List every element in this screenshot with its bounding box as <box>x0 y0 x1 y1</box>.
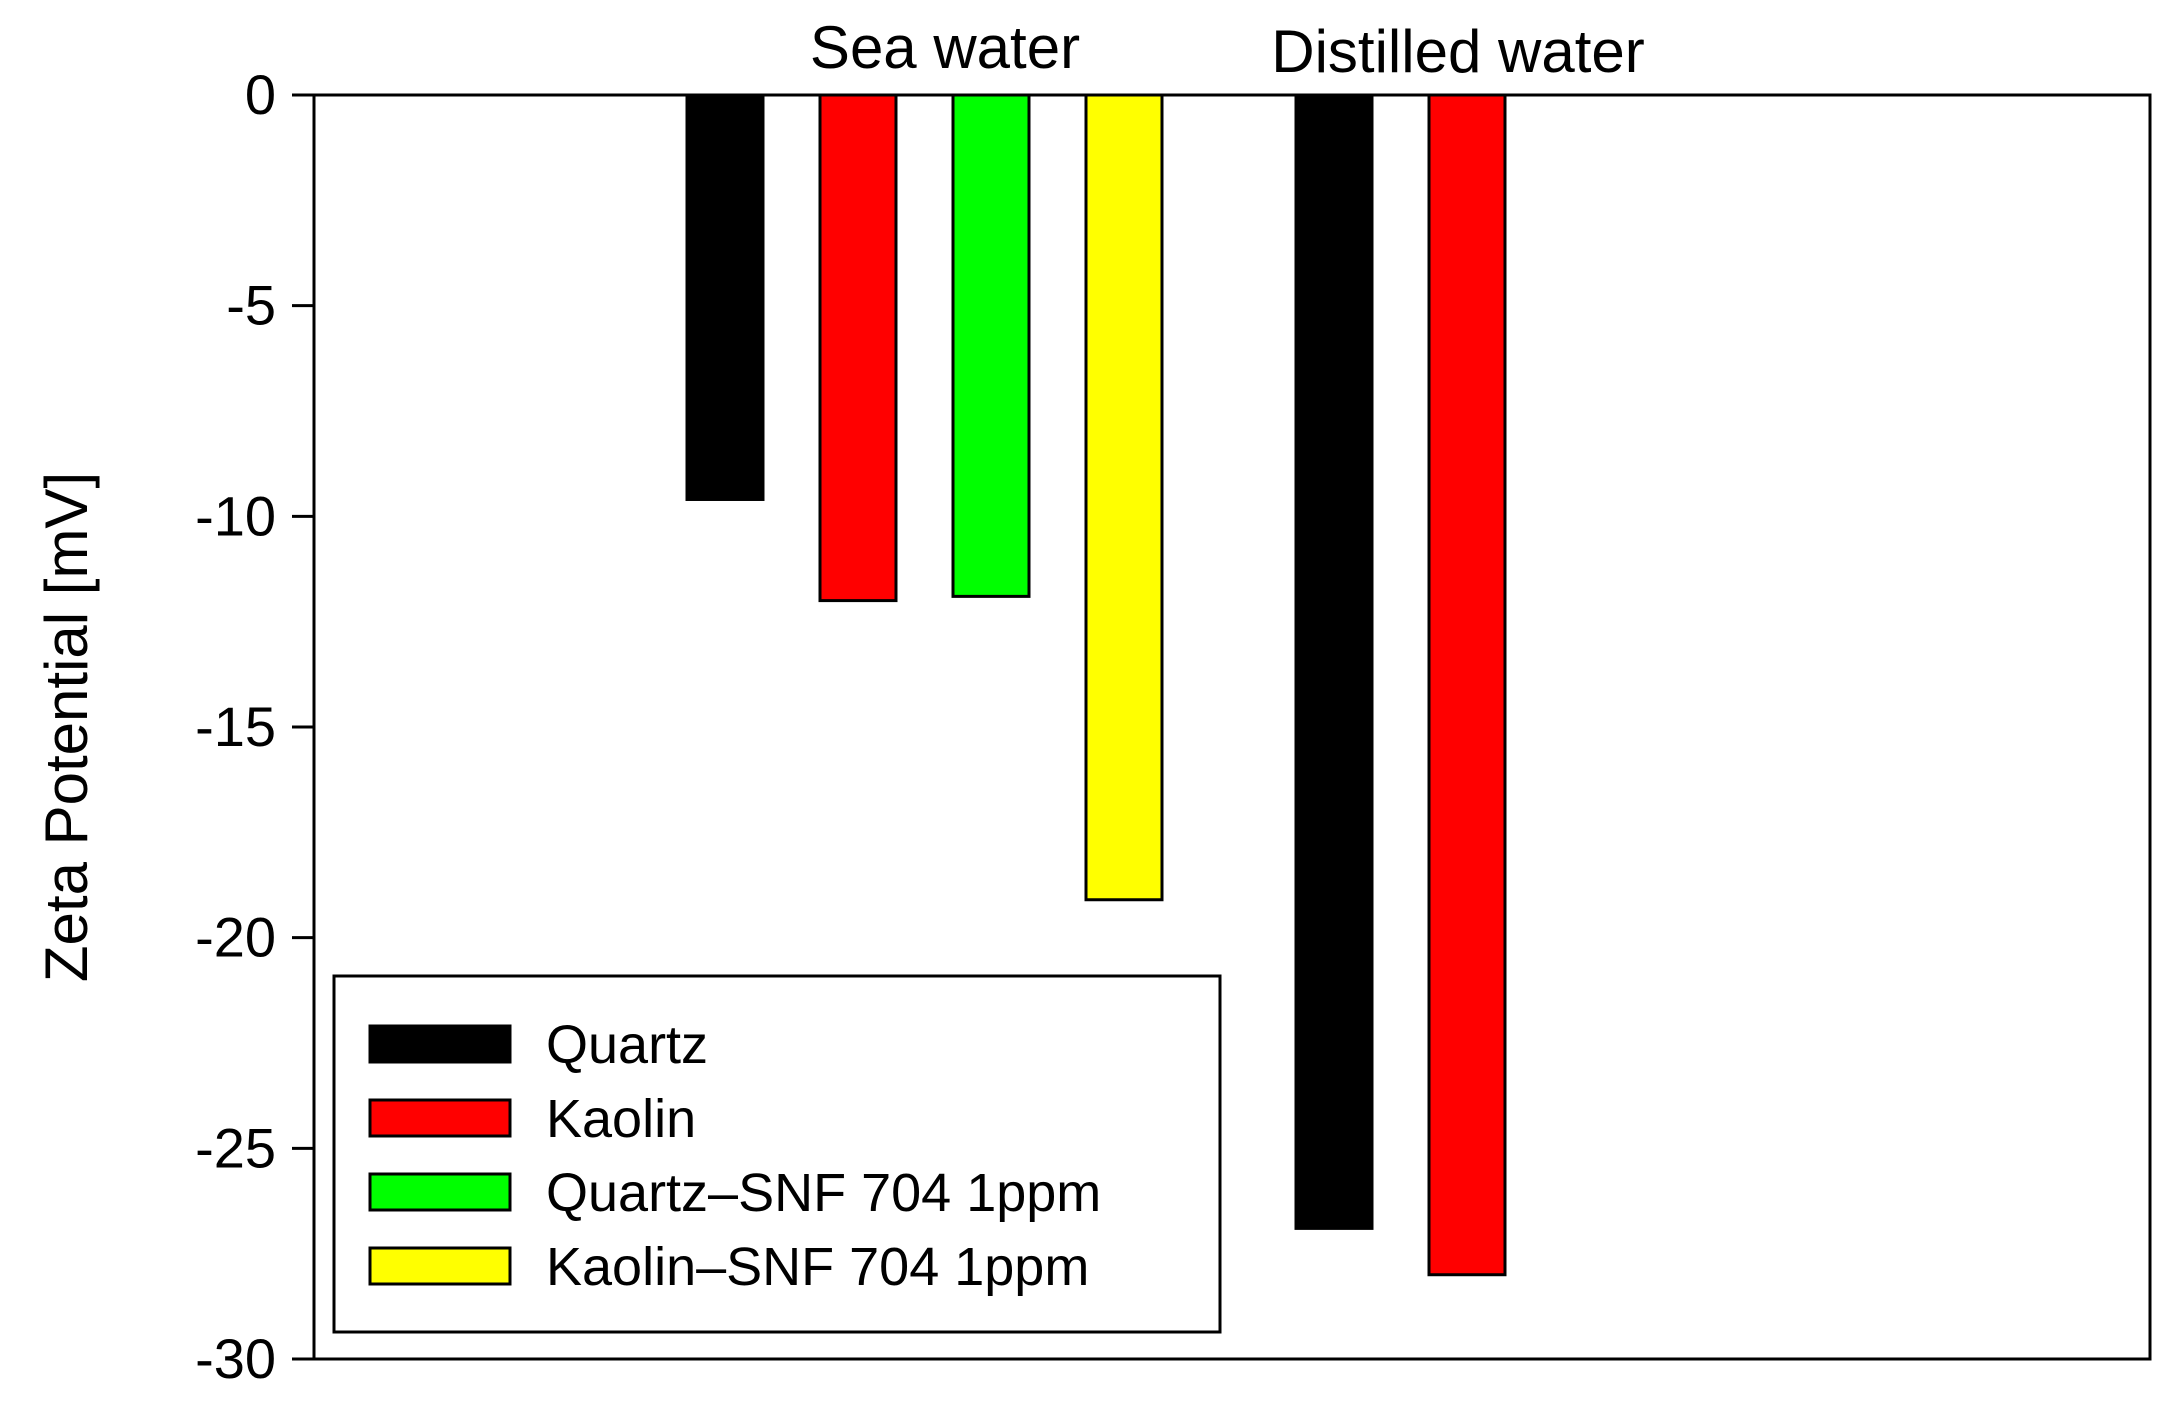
legend-label: Quartz–SNF 704 1ppm <box>546 1163 1101 1223</box>
bar <box>951 93 1031 598</box>
legend-label: Quartz <box>546 1015 708 1075</box>
y-tick-label: -5 <box>226 274 276 337</box>
bar <box>1294 93 1374 1230</box>
y-tick-label: -25 <box>195 1116 276 1179</box>
y-tick-label: -20 <box>195 906 276 969</box>
bars-layer <box>685 93 1507 1277</box>
legend-label: Kaolin–SNF 704 1ppm <box>546 1237 1089 1297</box>
legend-swatch <box>368 1246 512 1286</box>
y-tick-label: -10 <box>195 484 276 547</box>
legend-label: Kaolin <box>546 1089 696 1149</box>
group-label: Sea water <box>810 14 1080 81</box>
legend-swatch <box>368 1024 512 1064</box>
y-axis-label: Zeta Potential [mV] <box>33 472 100 982</box>
bar <box>1084 93 1164 902</box>
legend: Quartz Kaolin Quartz–SNF 704 1ppm Kaolin–SN… <box>332 974 1222 1334</box>
bar <box>818 93 898 603</box>
y-tick-label: -30 <box>195 1327 276 1390</box>
bar <box>1427 93 1507 1277</box>
group-label: Distilled water <box>1271 18 1644 85</box>
y-tick-label: -15 <box>195 695 276 758</box>
y-axis: 0 -5 -10 -15 -20 -25 -30 <box>195 63 314 1390</box>
y-tick-label: 0 <box>245 63 276 126</box>
bar <box>685 93 765 501</box>
legend-swatch <box>368 1172 512 1212</box>
legend-swatch <box>368 1098 512 1138</box>
group-labels: Sea water Distilled water <box>810 14 1645 85</box>
